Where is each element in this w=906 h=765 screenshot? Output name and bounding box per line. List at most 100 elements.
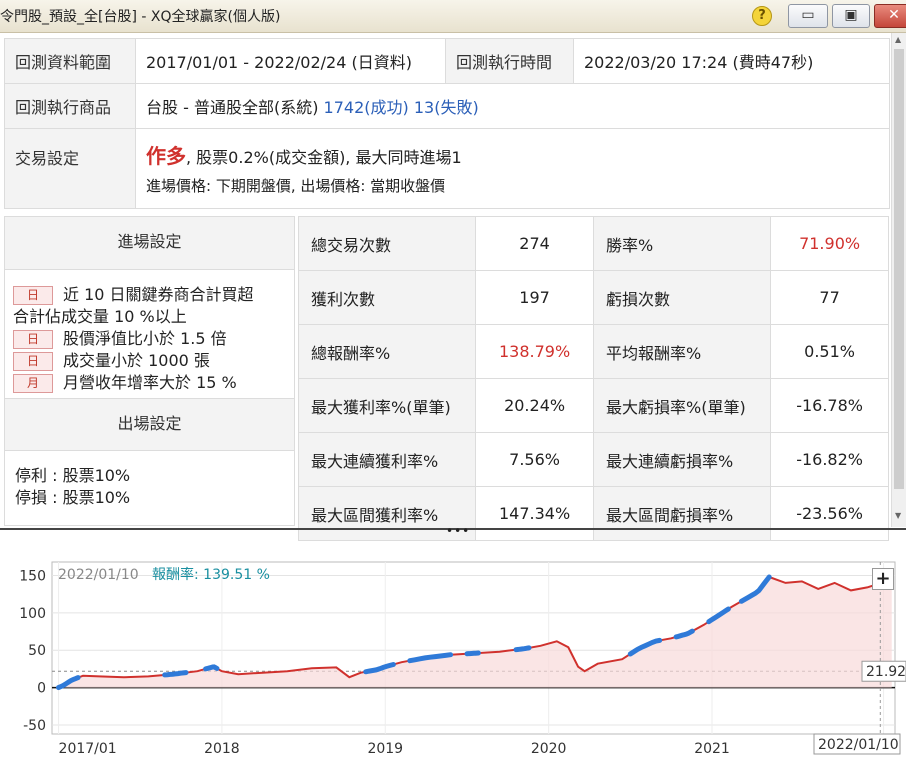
stats-table: 總交易次數 274 勝率% 71.90% 獲利次數 197 虧損次數 77 總報酬率% 138.7… xyxy=(297,216,889,541)
stat-value: 71.90% xyxy=(770,216,889,271)
x-tick-label: 2019 xyxy=(367,741,403,757)
highlight-segment xyxy=(464,650,481,657)
title-bar: 令門股_預設_全[台股] - XQ全球贏家(個人版) ? ▭ ▣ ✕ xyxy=(0,0,906,33)
x-tick-label: 2020 xyxy=(531,741,567,757)
cursor-date-box xyxy=(813,733,901,755)
condition-row: 月 月營收年增率大於 15 % xyxy=(13,372,286,394)
scroll-up-icon[interactable]: ▲ xyxy=(895,35,902,44)
highlight-segment xyxy=(56,675,81,691)
series-area xyxy=(58,577,892,688)
highlight-segment xyxy=(203,664,220,672)
stat-value: 77 xyxy=(770,270,889,325)
success-count[interactable]: 1742(成功) xyxy=(323,98,409,117)
condition-text: 月營收年增率大於 15 % xyxy=(63,373,237,392)
backtest-info-table: 回測資料範圍 2017/01/01 - 2022/02/24 (日資料) 回測執… xyxy=(4,38,890,209)
stat-label: 平均報酬率% xyxy=(592,324,772,379)
last-value-box xyxy=(861,660,906,682)
stats-row: 最大連續獲利率% 7.56% 最大連續虧損率% -16.82% xyxy=(297,432,889,487)
range-label: 回測資料範圍 xyxy=(4,38,136,84)
stats-row: 獲利次數 197 虧損次數 77 xyxy=(297,270,889,325)
y-tick-label: 100 xyxy=(19,606,46,622)
stat-label: 獲利次數 xyxy=(297,270,477,325)
scroll-thumb[interactable] xyxy=(894,49,904,489)
header-date: 2022/01/10 xyxy=(58,567,139,583)
window-title: 令門股_預設_全[台股] - XQ全球贏家(個人版) xyxy=(0,9,281,25)
stat-value: 197 xyxy=(475,270,594,325)
entry-header: 進場設定 xyxy=(5,217,294,270)
zoom-in-button[interactable]: + xyxy=(872,568,894,590)
trade-detail: , 股票0.2%(成交金額), 最大同時進場1 xyxy=(186,147,462,167)
maximize-button[interactable]: ▣ xyxy=(832,4,870,28)
stats-row: 總交易次數 274 勝率% 71.90% xyxy=(297,216,889,271)
stat-value: 0.51% xyxy=(770,324,889,379)
stat-label: 最大虧損率%(單筆) xyxy=(592,378,772,433)
stat-value: -16.78% xyxy=(770,378,889,433)
exec-time-value: 2022/03/20 17:24 (費時47秒) xyxy=(573,38,890,84)
condition-text: 合計佔成交量 10 %以上 xyxy=(13,307,187,326)
condition-row: 日 近 10 日關鍵券商合計買超 xyxy=(13,284,286,306)
stat-label: 最大連續獲利率% xyxy=(297,432,477,487)
header-return-label: 報酬率: 139.51 % xyxy=(152,566,270,583)
highlight-segment xyxy=(407,652,454,664)
stat-label: 最大區間獲利率% xyxy=(297,486,477,541)
settings-panel: 進場設定 日 近 10 日關鍵券商合計買超 合計佔成交量 10 %以上 日 股價… xyxy=(4,216,295,526)
condition-row: 合計佔成交量 10 %以上 xyxy=(13,306,286,328)
return-chart[interactable]: 150100500-502017/01201820192020202120222… xyxy=(0,540,906,761)
stat-value: -16.82% xyxy=(770,432,889,487)
panel-splitter[interactable]: ••• xyxy=(0,524,906,538)
product-label: 回測執行商品 xyxy=(4,83,136,129)
stat-label: 總交易次數 xyxy=(297,216,477,271)
stat-label: 最大獲利率%(單筆) xyxy=(297,378,477,433)
cursor-date-label: 2022/01/10 xyxy=(818,737,899,753)
stat-value: 147.34% xyxy=(475,486,594,541)
entry-conditions: 日 近 10 日關鍵券商合計買超 合計佔成交量 10 %以上 日 股價淨值比小於… xyxy=(5,270,294,398)
product-value: 台股 - 普通股全部(系統) xyxy=(146,98,319,117)
x-tick-label: 2017/01 xyxy=(59,741,117,757)
trade-label: 交易設定 xyxy=(4,128,136,209)
stat-value: 274 xyxy=(475,216,594,271)
y-tick-label: -50 xyxy=(23,718,46,734)
condition-text: 近 10 日關鍵券商合計買超 xyxy=(63,285,254,304)
condition-text: 成交量小於 1000 張 xyxy=(63,351,210,370)
condition-row: 日 成交量小於 1000 張 xyxy=(13,350,286,372)
minimize-button[interactable]: ▭ xyxy=(788,4,828,28)
exit-header: 出場設定 xyxy=(5,398,294,451)
trade-direction: 作多 xyxy=(146,143,186,168)
stat-value: 138.79% xyxy=(475,324,594,379)
trade-cell: 作多, 股票0.2%(成交金額), 最大同時進場1 進場價格: 下期開盤價, 出… xyxy=(135,128,890,209)
scroll-down-icon[interactable]: ▼ xyxy=(895,511,902,520)
trade-price: 進場價格: 下期開盤價, 出場價格: 當期收盤價 xyxy=(146,176,446,195)
stats-row: 總報酬率% 138.79% 平均報酬率% 0.51% xyxy=(297,324,889,379)
stat-value: 7.56% xyxy=(475,432,594,487)
x-tick-label: 2018 xyxy=(204,741,240,757)
stop-loss: 停損 : 股票10% xyxy=(15,488,131,507)
help-icon[interactable]: ? xyxy=(752,6,772,26)
y-tick-label: 50 xyxy=(28,643,46,659)
stats-row: 最大獲利率%(單筆) 20.24% 最大虧損率%(單筆) -16.78% xyxy=(297,378,889,433)
stat-label: 最大連續虧損率% xyxy=(592,432,772,487)
condition-row: 日 股價淨值比小於 1.5 倍 xyxy=(13,328,286,350)
x-tick-label: 2021 xyxy=(694,741,730,757)
close-button[interactable]: ✕ xyxy=(874,4,906,28)
product-cell: 台股 - 普通股全部(系統) 1742(成功) 13(失敗) xyxy=(135,83,890,129)
fail-count[interactable]: 13(失敗) xyxy=(413,98,479,117)
exit-conditions: 停利 : 股票10% 停損 : 股票10% xyxy=(5,451,294,523)
highlight-segment xyxy=(706,606,731,625)
highlight-segment xyxy=(513,645,532,653)
daily-badge: 日 xyxy=(13,352,53,371)
highlight-segment xyxy=(738,574,772,604)
splitter-grip-icon[interactable]: ••• xyxy=(446,524,471,538)
highlight-segment xyxy=(673,628,695,640)
stat-value: 20.24% xyxy=(475,378,594,433)
daily-badge: 日 xyxy=(13,330,53,349)
highlight-segment xyxy=(627,637,663,657)
y-tick-label: 150 xyxy=(19,568,46,584)
last-value-label: 21.92 xyxy=(866,664,906,680)
exec-time-label: 回測執行時間 xyxy=(445,38,574,84)
stat-label: 勝率% xyxy=(592,216,772,271)
daily-badge: 日 xyxy=(13,286,53,305)
stat-label: 總報酬率% xyxy=(297,324,477,379)
stat-value: -23.56% xyxy=(770,486,889,541)
vertical-scrollbar[interactable]: ▲ ▼ xyxy=(891,33,906,527)
chart-svg: 150100500-502017/01201820192020202120222… xyxy=(19,561,906,757)
